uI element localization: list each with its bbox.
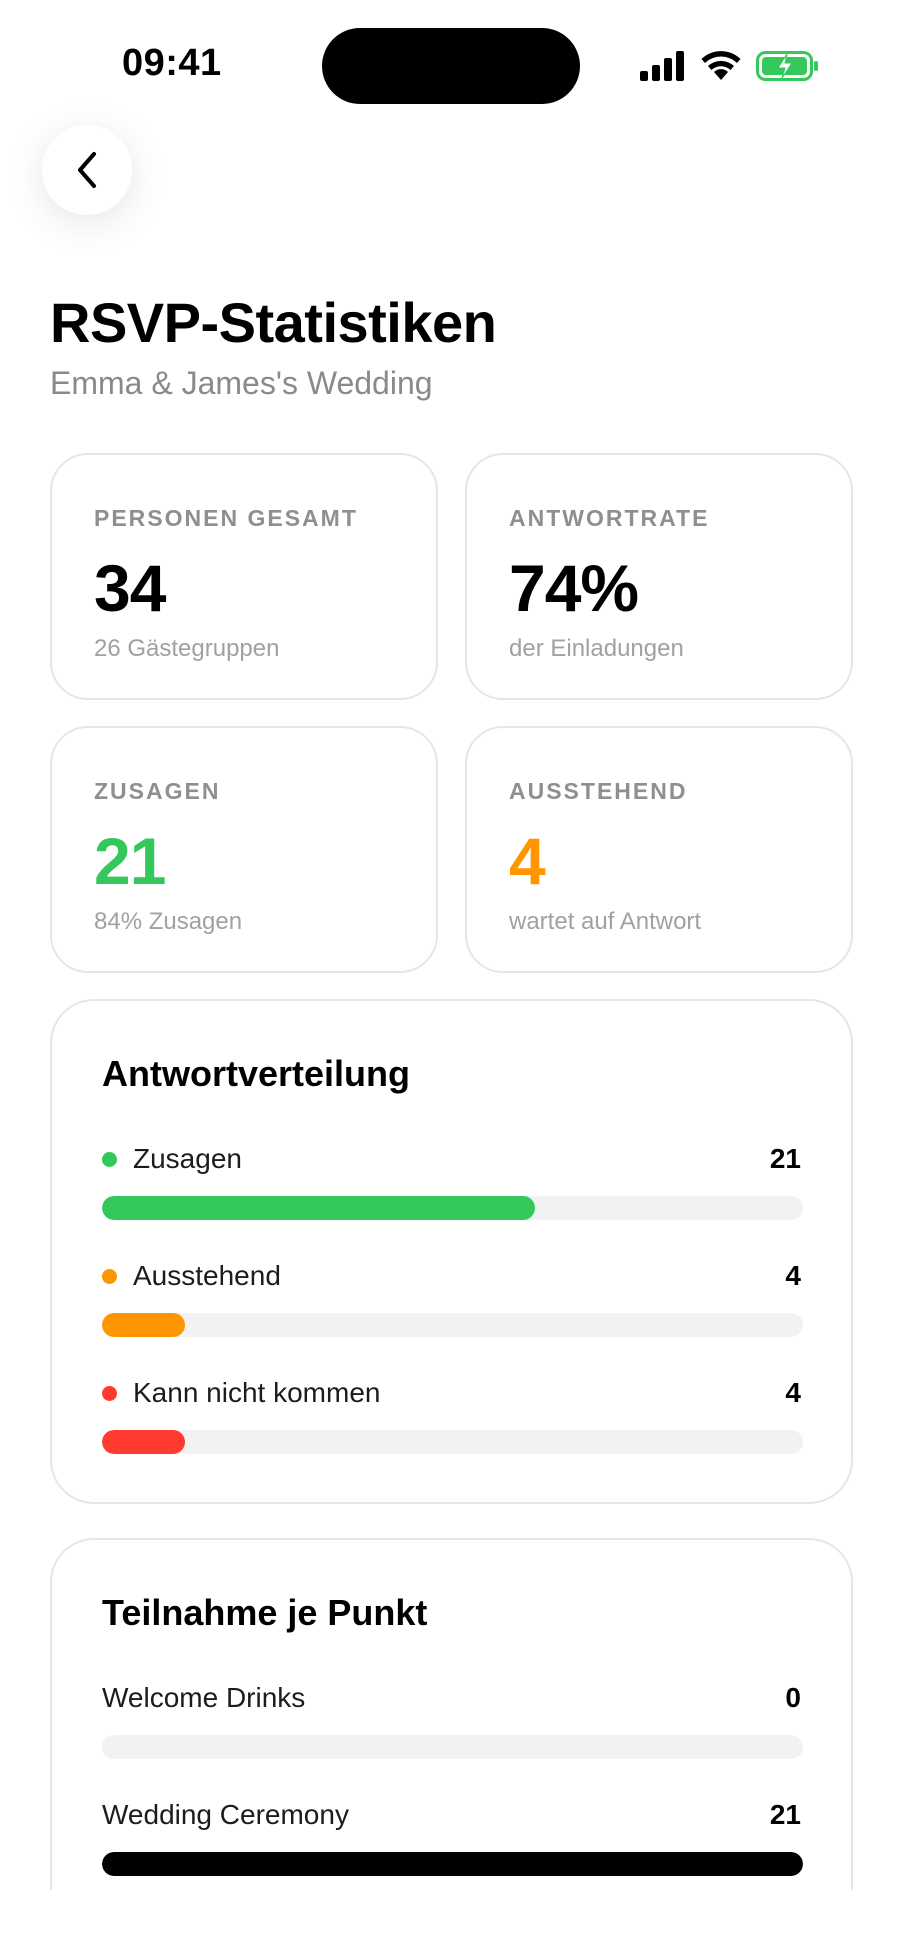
stat-subtext: wartet auf Antwort [509, 908, 702, 935]
response-distribution-card: Antwortverteilung Zusagen 21 Ausstehend … [50, 999, 853, 1504]
progress-fill [102, 1430, 185, 1454]
stat-value: 74% [509, 551, 639, 625]
stat-label: AUSSTEHEND [509, 778, 688, 804]
stat-value: 21 [94, 824, 166, 898]
stat-subtext: der Einladungen [509, 635, 684, 662]
back-button[interactable] [42, 125, 132, 215]
row-label-text: Ausstehend [133, 1260, 281, 1291]
bottom-safe-area [0, 1890, 900, 1955]
row-count: 4 [785, 1260, 801, 1291]
section-title: Antwortverteilung [102, 1053, 411, 1094]
progress-fill [102, 1196, 536, 1220]
row-count: 0 [785, 1682, 801, 1713]
status-icons [640, 48, 820, 84]
section-title: Teilnahme je Punkt [102, 1592, 428, 1633]
row-count: 21 [769, 1799, 801, 1830]
stat-card-pending: AUSSTEHEND 4 wartet auf Antwort [465, 726, 853, 973]
wifi-icon [701, 51, 741, 80]
page-title: RSVP-Statistiken [50, 291, 497, 354]
distribution-row-label: Kann nicht kommen [102, 1377, 380, 1409]
status-time: 09:41 [122, 42, 222, 84]
green-dot-icon [102, 1151, 117, 1167]
status-bar: 09:41 [0, 0, 900, 130]
participation-row-label: Welcome Drinks [102, 1682, 305, 1714]
stat-card-total: PERSONEN GESAMT 34 26 Gästegruppen [50, 453, 438, 700]
progress-track [102, 1196, 803, 1220]
progress-fill [102, 1313, 185, 1337]
red-dot-icon [102, 1385, 117, 1401]
row-count: 4 [785, 1377, 801, 1408]
row-label-text: Wedding Ceremony [102, 1799, 349, 1830]
row-count: 21 [769, 1143, 801, 1174]
chevron-left-icon [78, 152, 96, 188]
row-label-text: Kann nicht kommen [133, 1377, 381, 1408]
progress-track [102, 1735, 803, 1759]
distribution-row-label: Zusagen [102, 1143, 242, 1175]
dynamic-island [322, 28, 580, 104]
progress-fill [102, 1852, 803, 1876]
stat-value: 34 [94, 551, 166, 625]
progress-track [102, 1430, 803, 1454]
stat-label: ANTWORTRATE [509, 505, 710, 531]
stat-subtext: 84% Zusagen [94, 908, 243, 935]
participation-row-label: Wedding Ceremony [102, 1799, 349, 1831]
stat-subtext: 26 Gästegruppen [94, 635, 280, 662]
distribution-row-label: Ausstehend [102, 1260, 281, 1292]
stat-label: PERSONEN GESAMT [94, 505, 358, 531]
progress-track [102, 1313, 803, 1337]
stat-card-rate: ANTWORTRATE 74% der Einladungen [465, 453, 853, 700]
orange-dot-icon [102, 1268, 117, 1284]
participation-card: Teilnahme je Punkt Welcome Drinks 0 Wedd… [50, 1538, 853, 1955]
cellular-signal-icon [640, 51, 684, 81]
battery-charging-icon [756, 51, 818, 81]
stat-value: 4 [509, 824, 546, 898]
page-subtitle: Emma & James's Wedding [50, 365, 433, 401]
row-label-text: Welcome Drinks [102, 1682, 306, 1713]
row-label-text: Zusagen [133, 1143, 242, 1174]
stat-card-accepted: ZUSAGEN 21 84% Zusagen [50, 726, 438, 973]
stat-label: ZUSAGEN [94, 778, 221, 804]
progress-track [102, 1852, 803, 1876]
